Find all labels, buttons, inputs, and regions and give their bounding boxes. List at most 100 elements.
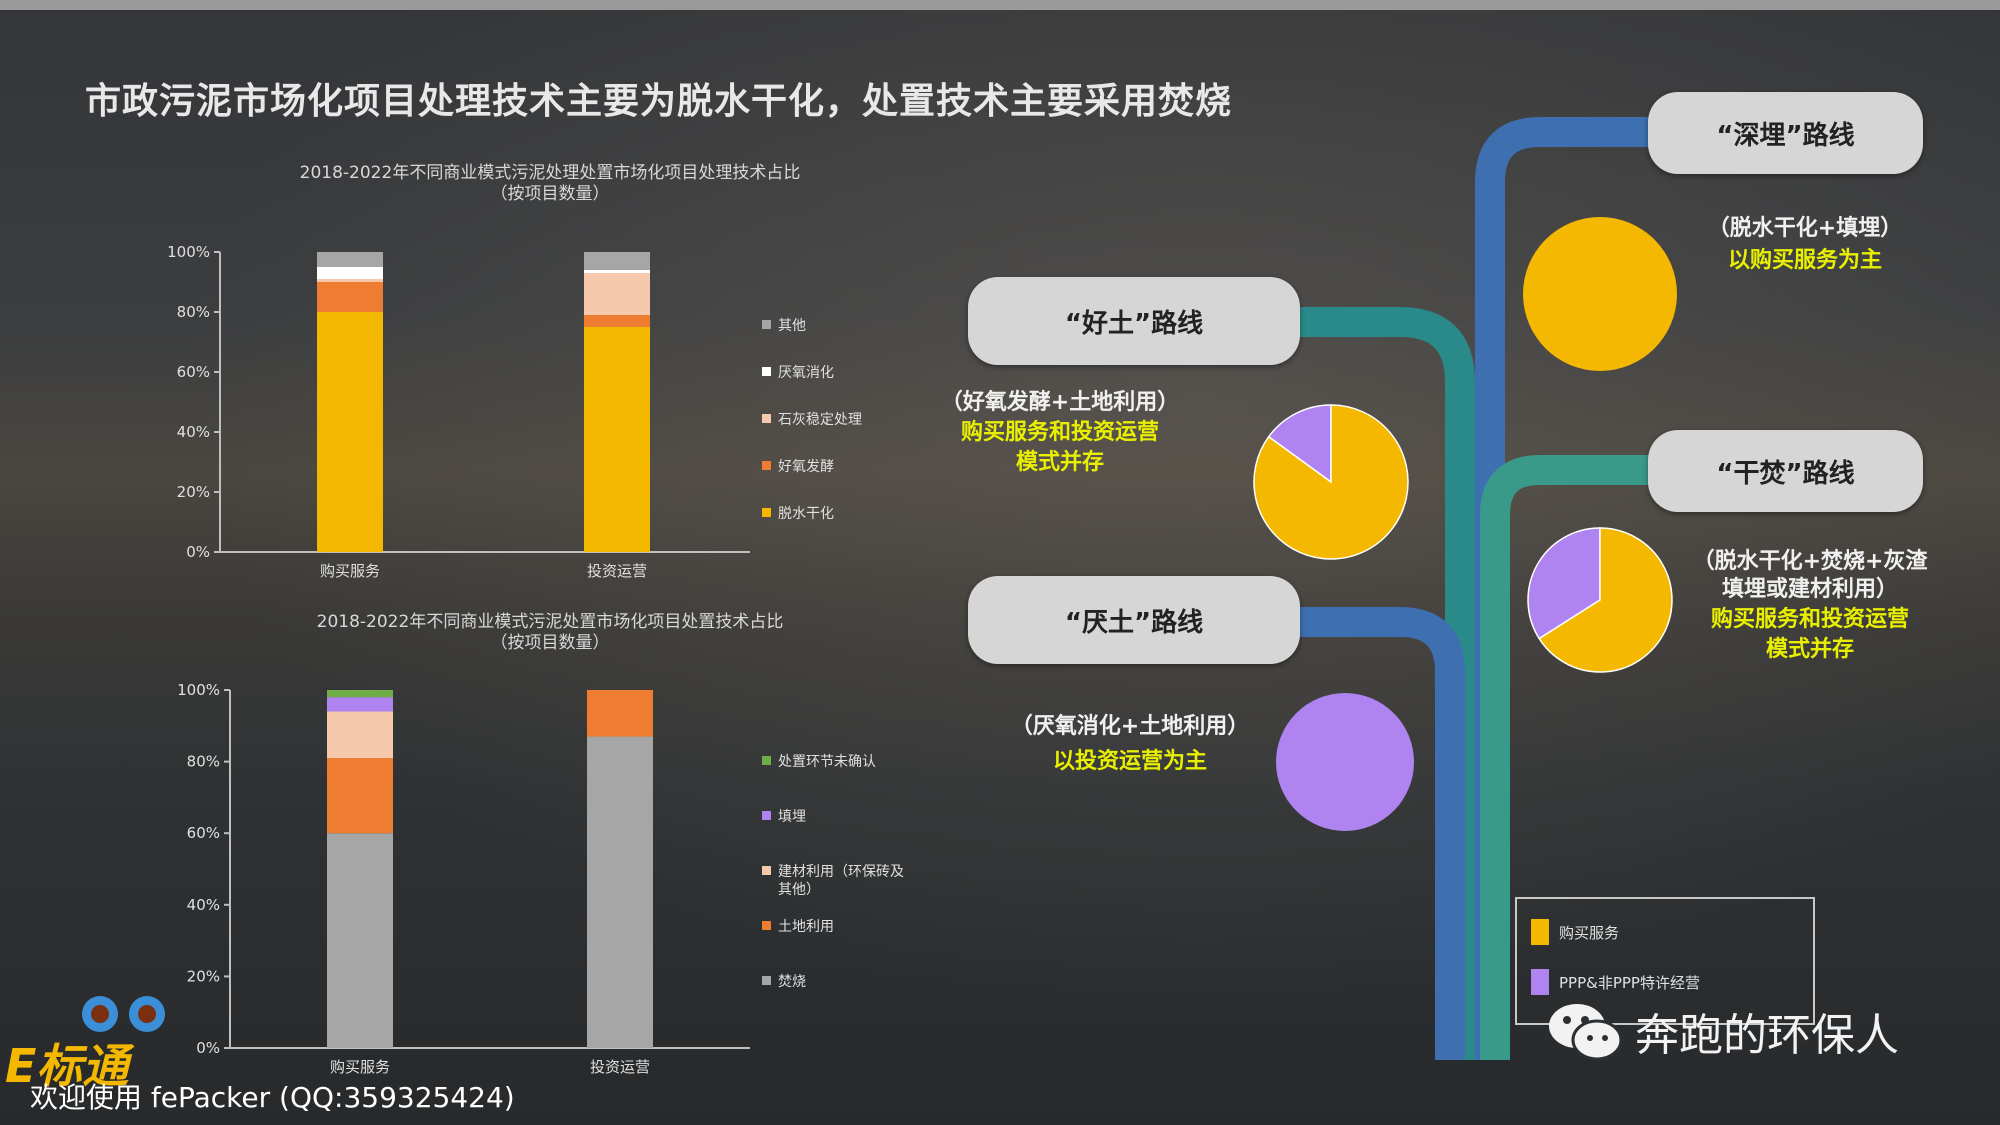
legend-swatch [762, 367, 771, 376]
bar-segment-0-2 [317, 279, 383, 282]
anaerobic-desc-2: 以投资运营为主 [1052, 749, 1207, 774]
y-tick-label: 100% [177, 681, 220, 699]
legend-label-line: 其他） [778, 882, 820, 898]
legend-label: 其他 [778, 318, 806, 334]
chart2-title: 2018-2022年不同商业模式污泥处置市场化项目处置技术占比 （按项目数量） [316, 612, 784, 653]
y-tick-label: 80% [177, 303, 210, 321]
legend-label: 填埋 [778, 809, 806, 825]
legend-label: 处置环节未确认 [778, 754, 876, 770]
y-tick-label: 60% [187, 824, 220, 842]
bar-segment-1-1 [587, 690, 653, 737]
y-tick-label: 80% [187, 753, 220, 771]
good-desc-1: （好氧发酵+土地利用） [940, 390, 1180, 415]
pie-legend-swatch-buy [1531, 919, 1549, 945]
bar-segment-1-0 [587, 736, 653, 1048]
bar-segment-1-1 [584, 315, 650, 327]
legend-swatch [762, 461, 771, 470]
chart1-svg: 0% 20% 40% 60% 80% 100% 购买服务 投资运营 其他厌氧消化石灰稳定处理好氧… [167, 243, 862, 580]
pie-legend-label-ppp: PPP&非PPP特许经营 [1559, 973, 1700, 992]
good-desc-2: 购买服务和投资运营 [960, 420, 1159, 445]
dry-desc-2: 填埋或建材利用） [1721, 577, 1898, 602]
route-pill-deep: “深埋”路线 [1648, 92, 1923, 174]
legend-label: 土地利用 [778, 919, 834, 935]
dry-desc-3: 购买服务和投资运营 [1710, 607, 1909, 632]
x-tick-label: 购买服务 [320, 562, 380, 580]
wechat-icon [1549, 1004, 1623, 1061]
dry-desc-1: （脱水干化+焚烧+灰渣 [1692, 549, 1928, 574]
bar-segment-0-3 [317, 267, 383, 279]
deep-desc-1: （脱水干化+填埋） [1707, 216, 1903, 241]
route-pill-dry: “干焚”路线 [1648, 430, 1923, 512]
pie-legend-swatch-ppp [1531, 969, 1549, 995]
pie-slice-1-0 [1267, 404, 1332, 484]
bar-segment-1-4 [584, 252, 650, 270]
legend-swatch [762, 756, 771, 765]
anaerobic-road [1300, 607, 1465, 1060]
deep-road [1475, 117, 1660, 1060]
legend-swatch [762, 320, 771, 329]
y-tick-label: 60% [177, 363, 210, 381]
logo-eyes-icon [82, 996, 165, 1032]
legend-label: 厌氧消化 [778, 365, 834, 381]
bar-segment-0-4 [317, 252, 383, 267]
pie-legend-label-buy: 购买服务 [1559, 923, 1620, 942]
chart1-title: 2018-2022年不同商业模式污泥处理处置市场化项目处理技术占比 （按项目数量） [299, 163, 801, 204]
route-pill-good: “好土”路线 [968, 277, 1300, 365]
pie-slice-0-0 [1523, 217, 1677, 371]
bar-segment-0-1 [317, 282, 383, 312]
legend-swatch [762, 976, 771, 985]
dry-road [1480, 455, 1660, 1060]
pie-slice-1-1 [1253, 404, 1409, 560]
legend-label: 好氧发酵 [778, 459, 834, 475]
top-border [0, 0, 2000, 10]
bar-segment-0-2 [327, 711, 393, 759]
pie-slice-2-1 [1538, 527, 1673, 673]
pie-legend-item-ppp: PPP&非PPP特许经营 [1531, 969, 1700, 995]
legend-label: 建材利用（环保砖及其他） [778, 864, 904, 898]
legend-swatch [762, 921, 771, 930]
chart2-svg: 0% 20% 40% 60% 80% 100% 购买服务 投资运营 处置环节未确认填埋建材利用（… [177, 681, 904, 1076]
logo-text: E标通 [5, 1039, 129, 1093]
legend-label-line: 建材利用（环保砖及 [778, 864, 904, 880]
legend-label: 石灰稳定处理 [778, 412, 862, 428]
bar-segment-1-3 [584, 270, 650, 273]
footer-text: 欢迎使用 fePacker (QQ:359325424) [30, 1081, 515, 1114]
legend-swatch [762, 866, 771, 875]
bar-segment-0-0 [317, 312, 383, 552]
anaerobic-desc-1: （厌氧消化+土地利用） [1010, 714, 1250, 739]
watermark-text: 奔跑的环保人 [1635, 1010, 1899, 1061]
bar-segment-1-0 [584, 327, 650, 552]
brand-logo: E标通 [5, 996, 165, 1093]
bar-segment-0-1 [327, 758, 393, 834]
legend-swatch [762, 414, 771, 423]
bar-segment-0-0 [327, 833, 393, 1048]
y-tick-label: 40% [187, 896, 220, 914]
y-tick-label: 20% [177, 483, 210, 501]
route-pill-anaerobic: “厌土”路线 [968, 576, 1300, 664]
slide-title: 市政污泥市场化项目处理技术主要为脱水干化，处置技术主要采用焚烧 [85, 81, 1233, 122]
y-tick-label: 0% [196, 1039, 220, 1057]
good-road [1300, 307, 1475, 1060]
y-tick-label: 20% [187, 967, 220, 985]
pie-legend-item-buy: 购买服务 [1531, 919, 1619, 945]
x-tick-label: 投资运营 [587, 562, 647, 580]
pie-slice-3-0 [1276, 693, 1414, 831]
y-tick-label: 40% [177, 423, 210, 441]
x-tick-label: 投资运营 [590, 1058, 650, 1076]
bar-segment-0-3 [327, 697, 393, 712]
legend-label: 焚烧 [778, 974, 806, 990]
y-tick-label: 100% [167, 243, 210, 261]
good-desc-3: 模式并存 [1015, 450, 1104, 475]
deep-desc-2: 以购买服务为主 [1727, 248, 1882, 273]
bar-segment-0-4 [327, 690, 393, 698]
legend-swatch [762, 508, 771, 517]
pie-legend: 购买服务 PPP&非PPP特许经营 [1515, 897, 1815, 1025]
y-tick-label: 0% [186, 543, 210, 561]
x-tick-label: 购买服务 [330, 1058, 390, 1076]
legend-swatch [762, 811, 771, 820]
dry-desc-4: 模式并存 [1765, 637, 1854, 662]
watermark: 奔跑的环保人 [1545, 998, 1899, 1064]
